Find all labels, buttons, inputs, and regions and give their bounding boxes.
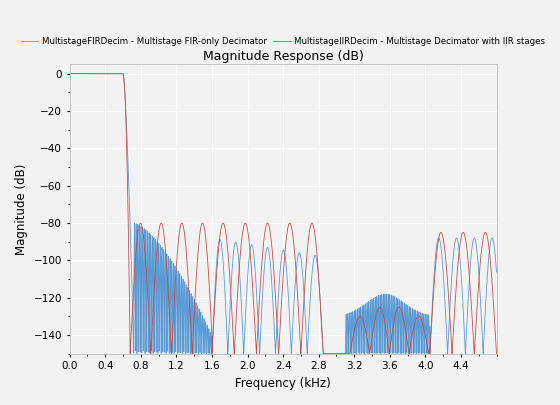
MultistageIIRDecim - Multistage Decimator with IIR stages <box>445 298 452 303</box>
MultistageFIRDecim - Multistage FIR-only Decimator <box>174 318 181 323</box>
MultistageFIRDecim - Multistage FIR-only Decimator <box>109 71 115 76</box>
MultistageIIRDecim - Multistage Decimator with IIR stages <box>66 71 73 76</box>
Title: Magnitude Response (dB): Magnitude Response (dB) <box>203 50 363 63</box>
MultistageFIRDecim - Multistage FIR-only Decimator <box>476 279 483 284</box>
Legend: MultistageFIRDecim - Multistage FIR-only Decimator, MultistageIIRDecim - Multist: MultistageFIRDecim - Multistage FIR-only… <box>17 34 549 50</box>
MultistageFIRDecim - Multistage FIR-only Decimator <box>417 332 423 337</box>
MultistageIIRDecim - Multistage Decimator with IIR stages <box>406 348 413 353</box>
MultistageFIRDecim - Multistage FIR-only Decimator <box>320 352 326 356</box>
MultistageIIRDecim - Multistage Decimator with IIR stages <box>493 352 500 356</box>
X-axis label: Frequency (kHz): Frequency (kHz) <box>235 377 331 390</box>
MultistageIIRDecim - Multistage Decimator with IIR stages <box>174 247 181 252</box>
MultistageFIRDecim - Multistage FIR-only Decimator <box>445 326 452 331</box>
MultistageFIRDecim - Multistage FIR-only Decimator <box>493 269 500 274</box>
MultistageIIRDecim - Multistage Decimator with IIR stages <box>417 315 423 320</box>
MultistageIIRDecim - Multistage Decimator with IIR stages <box>320 352 326 356</box>
Line: MultistageIIRDecim - Multistage Decimator with IIR stages: MultistageIIRDecim - Multistage Decimato… <box>69 74 497 354</box>
Line: MultistageFIRDecim - Multistage FIR-only Decimator: MultistageFIRDecim - Multistage FIR-only… <box>69 74 497 354</box>
MultistageFIRDecim - Multistage FIR-only Decimator <box>406 319 413 324</box>
MultistageFIRDecim - Multistage FIR-only Decimator <box>66 71 73 76</box>
MultistageIIRDecim - Multistage Decimator with IIR stages <box>109 71 115 76</box>
Y-axis label: Magnitude (dB): Magnitude (dB) <box>15 163 28 255</box>
MultistageIIRDecim - Multistage Decimator with IIR stages <box>476 272 483 277</box>
